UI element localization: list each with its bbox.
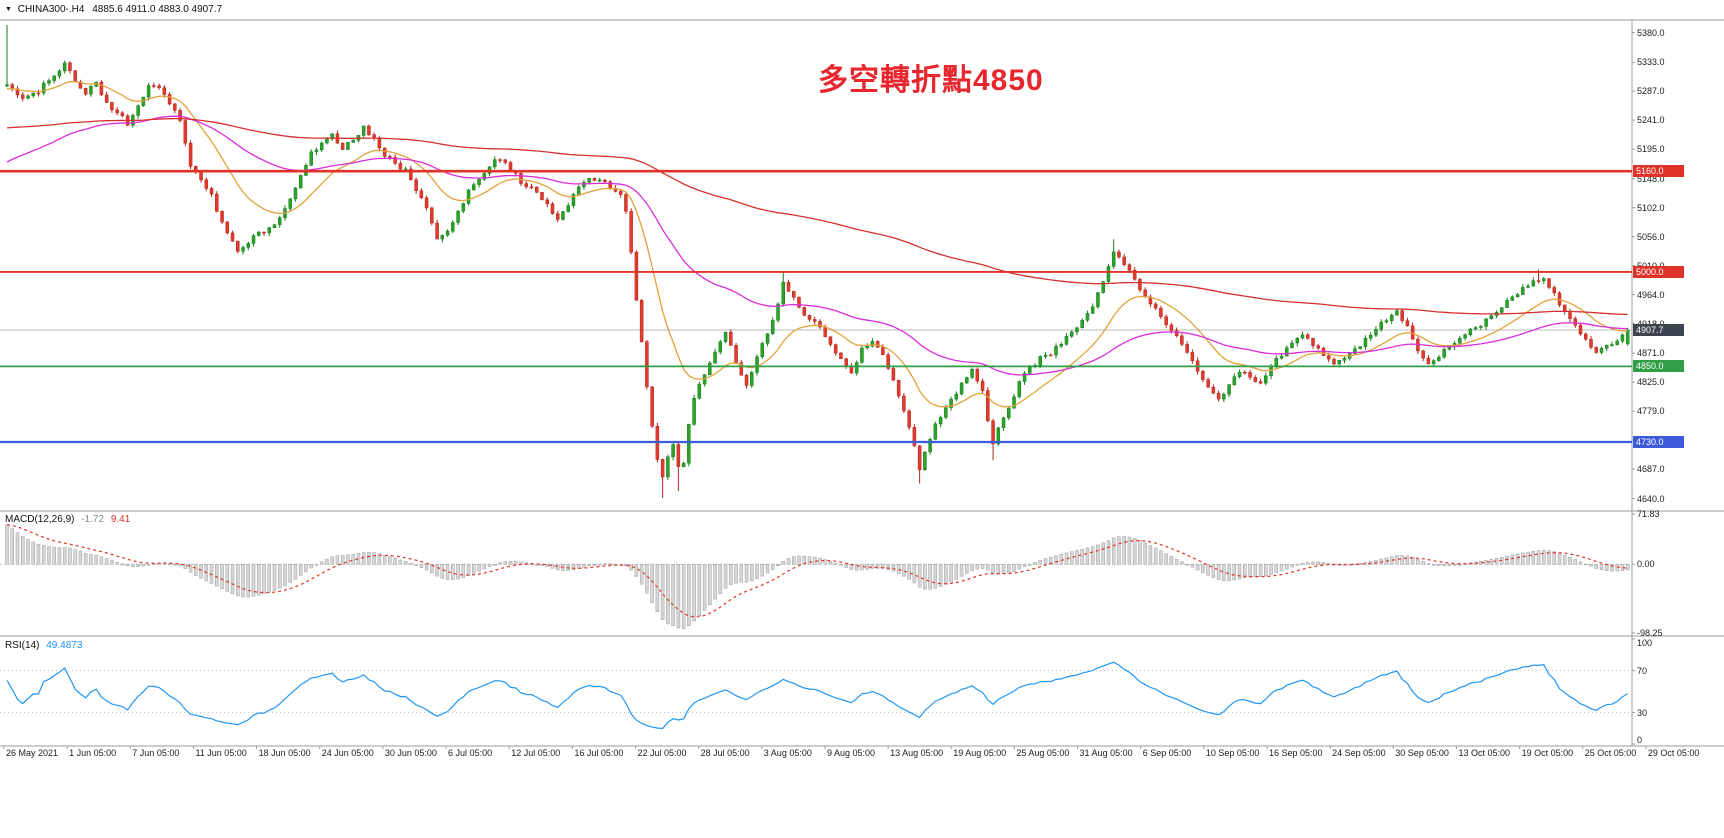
symbol-info-bar[interactable]: ▼ CHINA300-.H4 4885.6 4911.0 4883.0 4907… xyxy=(5,4,222,15)
horizontal-level-lines[interactable] xyxy=(0,169,1632,444)
rsi-line xyxy=(6,661,1629,730)
moving-average-lines xyxy=(6,81,1628,408)
symbol-ohlc-values: 4885.6 4911.0 4883.0 4907.7 xyxy=(92,4,223,15)
rsi-value: 49.4873 xyxy=(46,640,83,651)
symbol-title: CHINA300-.H4 xyxy=(17,4,85,15)
rsi-plot xyxy=(0,661,1632,730)
axis-tick-marks xyxy=(3,32,1647,749)
symbol-dropdown-icon[interactable]: ▼ xyxy=(5,6,12,13)
macd-plot xyxy=(0,524,1632,629)
chart-annotation-text: 多空轉折點4850 xyxy=(818,64,1044,97)
rsi-name: RSI(14) xyxy=(5,640,40,651)
ma-fast-line xyxy=(6,81,1628,408)
macd-signal-line xyxy=(6,524,1628,618)
rsi-indicator-label: RSI(14) 49.4873 xyxy=(5,640,82,651)
ma-medium-line xyxy=(6,115,1628,376)
macd-main-value: -1.72 xyxy=(81,514,105,525)
panel-separators xyxy=(0,19,1724,747)
macd-signal-value: 9.41 xyxy=(110,514,131,525)
macd-name: MACD(12,26,9) xyxy=(5,514,75,525)
macd-indicator-label: MACD(12,26,9) -1.72 9.41 xyxy=(5,514,130,525)
ma-slow-line xyxy=(6,117,1628,316)
